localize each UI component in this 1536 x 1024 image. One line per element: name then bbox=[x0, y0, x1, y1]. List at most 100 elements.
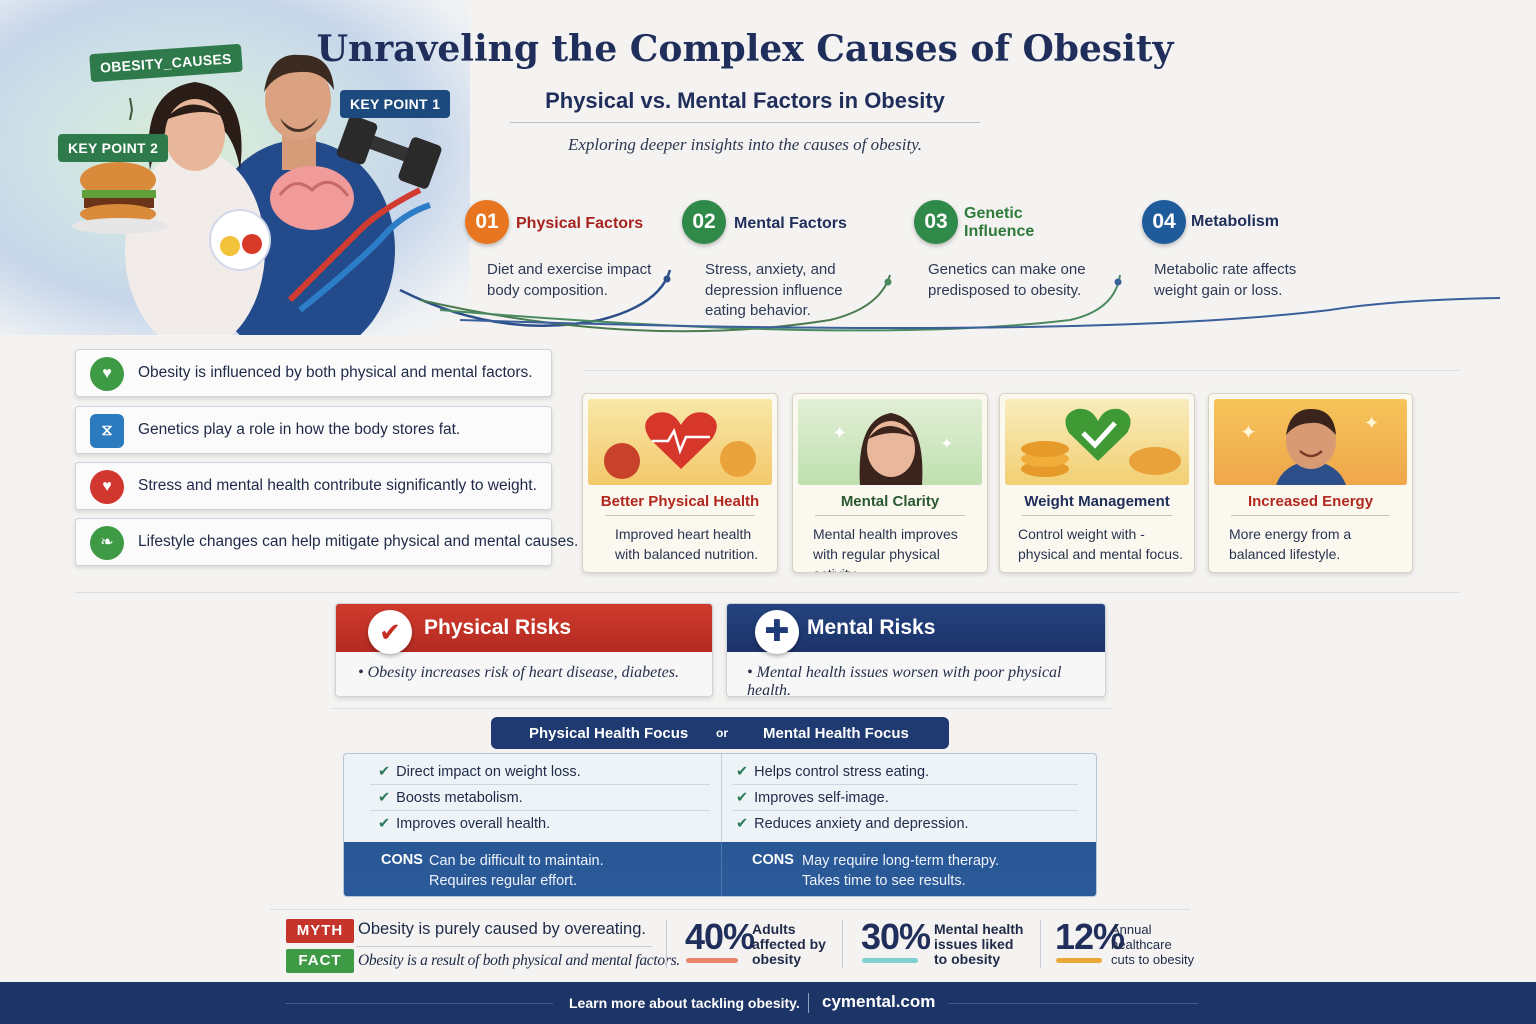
fact-item: ♥ Stress and mental health contribute si… bbox=[75, 462, 552, 510]
stat-bar bbox=[686, 958, 738, 963]
risk-text: Obesity increases risk of heart disease,… bbox=[367, 664, 679, 681]
footer-bar: Learn more about tackling obesity. cymen… bbox=[0, 982, 1536, 1024]
panel-header: ✚ Mental Risks bbox=[727, 604, 1105, 654]
card-title: Weight Management bbox=[1024, 493, 1170, 510]
card-title: Better Physical Health bbox=[600, 493, 760, 510]
tab-mental-health-focus: Mental Health Focus bbox=[763, 725, 909, 742]
fact-text: Stress and mental health contribute sign… bbox=[138, 477, 537, 494]
benefit-card: Weight Management Control weight with - … bbox=[999, 393, 1195, 573]
vs-label: or bbox=[716, 726, 728, 740]
svg-text:✦: ✦ bbox=[1364, 413, 1379, 434]
couple-illustration bbox=[72, 54, 442, 335]
stat-label: Mental health issues liked to obesity bbox=[934, 921, 1024, 967]
heart-check-icon: ♥ bbox=[90, 357, 124, 391]
check-icon: ✔ bbox=[378, 764, 391, 780]
card-description: Improved heart health with balanced nutr… bbox=[615, 526, 759, 562]
check-icon: ✔ bbox=[736, 764, 749, 780]
panel-title: Mental Risks bbox=[807, 616, 936, 639]
stat-divider bbox=[666, 920, 667, 968]
cons-text: May require long-term therapy. Takes tim… bbox=[802, 853, 1000, 889]
step-description: Stress, anxiety, and depression influenc… bbox=[705, 261, 843, 319]
stat-value: 12% bbox=[1055, 916, 1125, 957]
stat-bar bbox=[1056, 958, 1102, 963]
cons-text: Can be difficult to maintain. Requires r… bbox=[429, 853, 604, 889]
hero-illustration: OBESITY_CAUSES KEY POINT 1 KEY POINT 2 bbox=[0, 0, 470, 335]
stat-value: 30% bbox=[861, 916, 931, 957]
comparison-tabs: Physical Health Focus or Mental Health F… bbox=[491, 717, 949, 749]
panel-text: • Obesity increases risk of heart diseas… bbox=[358, 664, 679, 681]
tab-physical-health-focus: Physical Health Focus bbox=[529, 725, 689, 742]
benefit-card: Better Physical Health Improved heart he… bbox=[582, 393, 778, 573]
section-divider bbox=[75, 592, 1460, 593]
section-divider bbox=[585, 370, 1460, 371]
row-divider bbox=[370, 810, 710, 811]
row-divider bbox=[370, 784, 710, 785]
check-icon: ✔ bbox=[736, 816, 749, 832]
fact-text: Obesity is influenced by both physical a… bbox=[138, 364, 533, 381]
step-number-badge: 01 bbox=[465, 200, 509, 244]
page-tagline: Exploring deeper insights into the cause… bbox=[567, 135, 923, 154]
myth-divider bbox=[356, 946, 652, 947]
myth-text: Obesity is purely caused by overeating. bbox=[358, 920, 646, 938]
heart-icon: ♥ bbox=[90, 470, 124, 504]
svg-text:✦: ✦ bbox=[940, 434, 953, 453]
plus-icon: ✚ bbox=[755, 610, 799, 654]
footer-cta-text: Learn more about tackling obesity. bbox=[569, 995, 800, 1011]
svg-text:✦: ✦ bbox=[1240, 420, 1257, 444]
footer-rule bbox=[948, 1003, 1198, 1004]
card-description: Mental health improves with regular phys… bbox=[813, 526, 958, 572]
card-divider bbox=[815, 515, 965, 516]
card-divider bbox=[1022, 515, 1172, 516]
step-number-badge: 04 bbox=[1142, 200, 1186, 244]
card-description: Control weight with - physical and menta… bbox=[1018, 526, 1183, 562]
svg-text:✦: ✦ bbox=[832, 423, 847, 444]
pro-item: ✔ Direct impact on weight loss. bbox=[378, 764, 581, 780]
section-divider bbox=[332, 708, 1112, 709]
check-icon: ✔ bbox=[368, 610, 412, 654]
cons-label: CONS bbox=[381, 852, 423, 868]
column-divider bbox=[721, 842, 722, 896]
pro-item: ✔ Helps control stress eating. bbox=[736, 764, 930, 780]
card-divider bbox=[605, 515, 755, 516]
row-divider bbox=[732, 810, 1078, 811]
tag-key-point-2: KEY POINT 2 bbox=[58, 134, 169, 162]
stat-divider bbox=[1040, 920, 1041, 968]
card-title: Increased Energy bbox=[1247, 493, 1374, 510]
footer-link[interactable]: cymental.com bbox=[822, 992, 936, 1011]
section-divider bbox=[270, 909, 1190, 910]
step-title: Mental Factors bbox=[734, 215, 847, 232]
physical-risks-panel: ✔ Physical Risks • Obesity increases ris… bbox=[335, 603, 713, 697]
page-title: Unraveling the Complex Causes of Obesity bbox=[316, 28, 1174, 70]
panel-title: Physical Risks bbox=[424, 616, 572, 639]
fact-text: Genetics play a role in how the body sto… bbox=[138, 421, 461, 438]
stat-label: Annual healthcare cuts to obesity bbox=[1111, 922, 1195, 967]
footer-separator bbox=[808, 993, 809, 1013]
fact-text: Lifestyle changes can help mitigate phys… bbox=[138, 533, 579, 550]
leaf-icon: ❧ bbox=[90, 526, 124, 560]
pro-item: ✔ Improves overall health. bbox=[378, 816, 551, 832]
pro-item: ✔ Reduces anxiety and depression. bbox=[736, 816, 969, 832]
benefit-card: ✦ ✦ Increased Energy More energy from a … bbox=[1208, 393, 1413, 573]
heart-fruit-icon bbox=[588, 399, 772, 485]
step-title: Metabolism bbox=[1191, 213, 1280, 230]
fact-item: ❧ Lifestyle changes can help mitigate ph… bbox=[75, 518, 578, 566]
check-icon: ✔ bbox=[378, 816, 391, 832]
row-divider bbox=[732, 784, 1078, 785]
risk-text: Mental health issues worsen with poor ph… bbox=[747, 664, 1062, 697]
subtitle-divider bbox=[510, 122, 980, 123]
pro-item: ✔ Boosts metabolism. bbox=[378, 790, 523, 806]
panel-text: • Mental health issues worsen with poor … bbox=[747, 664, 1062, 697]
step-description: Genetics can make one predisposed to obe… bbox=[928, 261, 1086, 299]
step-title: Physical Factors bbox=[516, 215, 644, 232]
check-icon: ✔ bbox=[736, 790, 749, 806]
step-title: Genetic Influence bbox=[964, 205, 1035, 240]
check-icon: ✔ bbox=[378, 790, 391, 806]
smiling-boy-icon: ✦ ✦ bbox=[1214, 399, 1407, 485]
fact-item: ⧖ Genetics play a role in how the body s… bbox=[75, 406, 552, 454]
cons-band: CONS Can be difficult to maintain. Requi… bbox=[344, 842, 1096, 896]
card-title: Mental Clarity bbox=[840, 493, 940, 510]
stat-label: Adults affected by obesity bbox=[752, 921, 826, 967]
step-description: Metabolic rate affects weight gain or lo… bbox=[1154, 261, 1297, 299]
mental-risks-panel: ✚ Mental Risks • Mental health issues wo… bbox=[726, 603, 1106, 697]
fact-label: FACT bbox=[286, 949, 354, 973]
